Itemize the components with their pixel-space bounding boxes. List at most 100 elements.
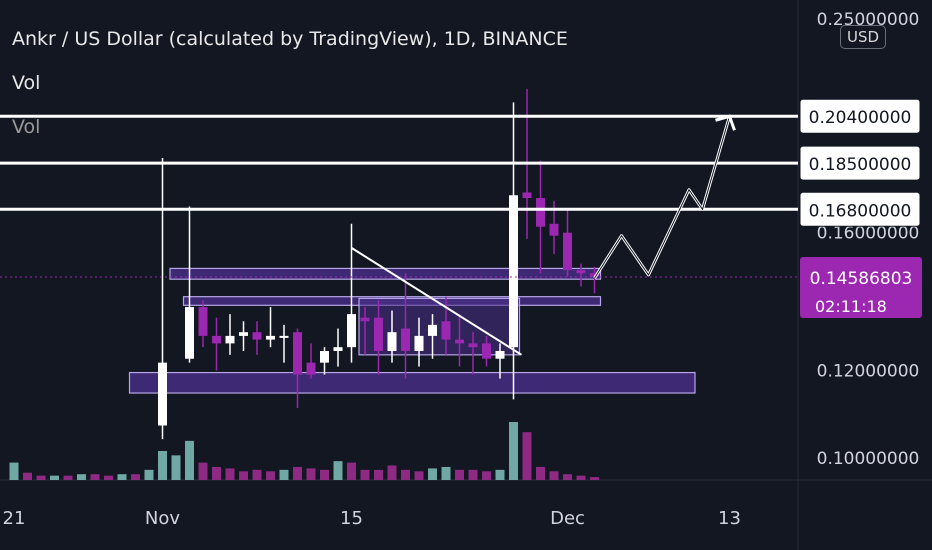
candle-16 bbox=[374, 300, 383, 375]
volume-bar-3 bbox=[36, 475, 46, 480]
volume-bar-30 bbox=[401, 469, 410, 480]
candle-body bbox=[225, 335, 235, 344]
volume-bar-16 bbox=[212, 466, 221, 480]
candle-body bbox=[495, 350, 505, 359]
volume-bar-29 bbox=[387, 465, 397, 480]
candle-body bbox=[252, 332, 262, 340]
candle-24 bbox=[482, 335, 491, 367]
volume-bar-22 bbox=[293, 466, 302, 480]
candle-body bbox=[347, 314, 356, 348]
volume-bar-39 bbox=[522, 432, 532, 480]
volume-bar-4 bbox=[50, 475, 59, 480]
volume-bar-25 bbox=[333, 461, 343, 480]
volume-bar-6 bbox=[77, 474, 86, 480]
candle-8 bbox=[266, 307, 275, 348]
candle-body bbox=[212, 335, 221, 344]
projection-path-outline bbox=[593, 115, 731, 280]
volume-bar-43 bbox=[576, 475, 586, 480]
x-tick-label-5: 13 bbox=[718, 508, 741, 529]
candle-body bbox=[158, 362, 167, 426]
volume-bar-26 bbox=[347, 462, 356, 480]
level-tag-1 bbox=[799, 98, 921, 134]
candle-body bbox=[360, 317, 370, 322]
candle-25 bbox=[495, 343, 505, 379]
volume-bar-7 bbox=[90, 474, 100, 480]
candle-body bbox=[468, 343, 478, 348]
candle-3 bbox=[198, 300, 208, 348]
volume-bar-5 bbox=[63, 475, 73, 480]
volume-bar-21 bbox=[279, 469, 289, 480]
drawings bbox=[0, 114, 798, 356]
volume-bar-23 bbox=[306, 468, 316, 480]
volume-bar-38 bbox=[509, 422, 518, 480]
candle-23 bbox=[468, 332, 478, 375]
candle-6 bbox=[239, 321, 248, 351]
projection-arrow-head bbox=[715, 114, 736, 131]
candle-body bbox=[428, 324, 437, 336]
volume-bar-14 bbox=[185, 440, 194, 480]
candle-9 bbox=[279, 324, 289, 363]
candle-body bbox=[455, 339, 464, 344]
zone-4 bbox=[358, 297, 521, 356]
support-resistance-zones bbox=[128, 267, 696, 394]
candle-body bbox=[279, 335, 289, 338]
candle-body bbox=[198, 307, 208, 336]
chart-title: Ankr / US Dollar (calculated by TradingV… bbox=[12, 28, 568, 50]
candle-7 bbox=[252, 321, 262, 355]
candle-32 bbox=[590, 266, 599, 294]
volume-bar-15 bbox=[198, 462, 208, 480]
trendline bbox=[350, 247, 523, 356]
y-tick-label-2: 0.12000000 bbox=[817, 362, 920, 382]
volume-bar-32 bbox=[428, 468, 437, 480]
candle-body bbox=[374, 317, 383, 351]
volume-bar-1 bbox=[9, 462, 19, 480]
candle-body bbox=[590, 273, 599, 277]
candle-12 bbox=[320, 347, 329, 375]
x-tick-label-1: 21 bbox=[3, 508, 26, 529]
candle-10 bbox=[293, 328, 302, 408]
volume-bar-35 bbox=[468, 469, 478, 480]
candle-body bbox=[266, 335, 275, 340]
volume-legend-label-2: Vol bbox=[12, 116, 41, 138]
y-tick-label-1: 0.10000000 bbox=[817, 449, 920, 469]
projection-path-inner bbox=[594, 116, 730, 279]
volume-bar-19 bbox=[252, 469, 262, 480]
y-tick-label-5: 0.25000000 bbox=[817, 10, 920, 30]
volume-bar-24 bbox=[320, 469, 329, 480]
volume-bar-2 bbox=[23, 472, 32, 480]
level-tag-label-1: 0.20400000 bbox=[809, 108, 912, 128]
candle-4 bbox=[212, 317, 221, 371]
volume-bars bbox=[9, 422, 599, 480]
volume-bar-27 bbox=[360, 469, 370, 480]
candle-11 bbox=[306, 343, 316, 379]
volume-bar-40 bbox=[536, 466, 545, 480]
candle-body bbox=[576, 270, 586, 274]
candle-31 bbox=[576, 263, 586, 287]
volume-bar-33 bbox=[441, 466, 451, 480]
candle-body bbox=[320, 350, 329, 363]
volume-bar-17 bbox=[225, 468, 235, 480]
candle-body bbox=[185, 307, 194, 359]
volume-bar-36 bbox=[482, 471, 491, 480]
candle-14 bbox=[347, 223, 356, 363]
candle-body bbox=[549, 223, 559, 236]
level-tag-label-3: 0.16800000 bbox=[809, 201, 912, 221]
candle-19 bbox=[414, 317, 424, 367]
volume-bar-11 bbox=[144, 469, 154, 480]
volume-bar-42 bbox=[563, 474, 572, 480]
candle-body bbox=[482, 343, 491, 359]
candle-body bbox=[401, 328, 410, 351]
volume-bar-44 bbox=[590, 477, 599, 480]
currency-selector-button[interactable]: USD bbox=[840, 25, 887, 49]
candle-15 bbox=[360, 307, 370, 355]
candle-body bbox=[536, 198, 545, 227]
candle-20 bbox=[428, 314, 437, 359]
candle-17 bbox=[387, 310, 397, 363]
x-tick-label-4: Dec bbox=[550, 508, 585, 529]
candle-2 bbox=[185, 206, 194, 363]
candle-body bbox=[509, 195, 518, 348]
price-countdown: 02:11:18 bbox=[815, 297, 887, 316]
volume-bar-20 bbox=[266, 471, 275, 480]
